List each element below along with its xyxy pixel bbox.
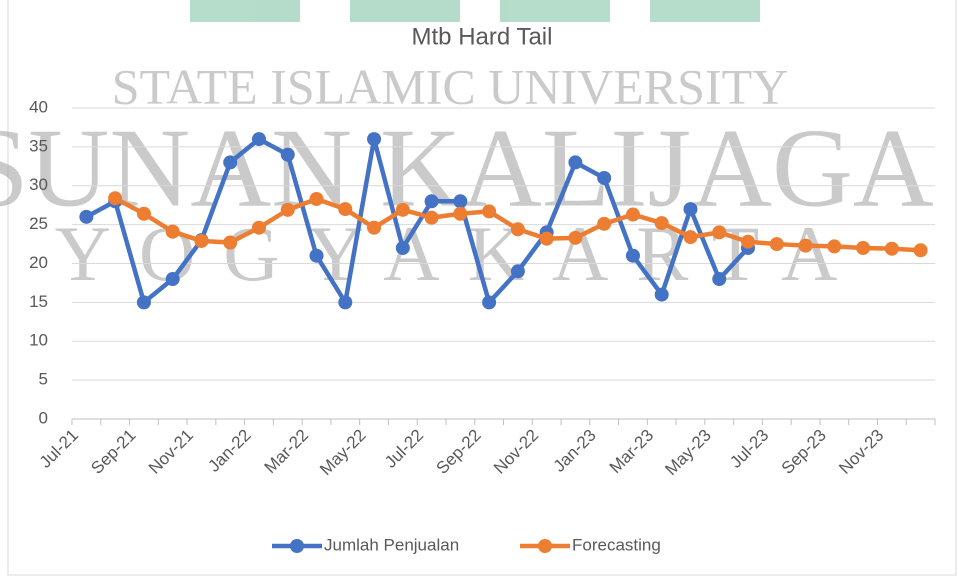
data-point bbox=[165, 272, 180, 287]
data-point bbox=[367, 220, 382, 235]
y-tick-label: 40 bbox=[29, 97, 48, 116]
data-point bbox=[625, 248, 640, 263]
data-point bbox=[597, 170, 612, 185]
data-point bbox=[79, 209, 94, 224]
data-point bbox=[539, 231, 554, 246]
data-point bbox=[280, 147, 295, 162]
data-point bbox=[510, 222, 525, 237]
data-point bbox=[453, 194, 468, 209]
data-point bbox=[827, 239, 842, 254]
data-point bbox=[568, 155, 583, 170]
data-point bbox=[108, 191, 123, 206]
data-point bbox=[913, 243, 928, 258]
data-point bbox=[165, 224, 180, 239]
data-point bbox=[136, 206, 151, 221]
data-point bbox=[683, 202, 698, 217]
data-point bbox=[251, 220, 266, 235]
watermark: STATE ISLAMIC UNIVERSITY SUNAN KALIJAGA … bbox=[0, 58, 934, 296]
y-tick-label: 10 bbox=[29, 331, 48, 350]
data-point bbox=[683, 230, 698, 245]
data-point bbox=[309, 248, 324, 263]
y-tick-label: 0 bbox=[39, 408, 48, 427]
y-tick-label: 30 bbox=[29, 175, 48, 194]
data-point bbox=[367, 132, 382, 147]
data-point bbox=[482, 295, 497, 310]
data-point bbox=[338, 202, 353, 217]
data-point bbox=[223, 235, 238, 250]
y-tick-label: 25 bbox=[29, 214, 48, 233]
data-point bbox=[395, 240, 410, 255]
data-point bbox=[712, 225, 727, 240]
legend-label: Forecasting bbox=[572, 535, 661, 554]
data-point bbox=[798, 238, 813, 253]
data-point bbox=[424, 194, 439, 209]
data-point bbox=[884, 241, 899, 256]
data-point bbox=[712, 272, 727, 287]
watermark-shape bbox=[500, 0, 610, 22]
data-point bbox=[424, 210, 439, 225]
data-point bbox=[453, 206, 468, 221]
data-point bbox=[136, 295, 151, 310]
data-point bbox=[769, 237, 784, 252]
data-point bbox=[856, 240, 871, 255]
y-tick-label: 15 bbox=[29, 292, 48, 311]
chart-frame bbox=[7, 0, 957, 576]
y-tick-label: 35 bbox=[29, 136, 48, 155]
y-tick-label: 5 bbox=[39, 370, 48, 389]
data-point bbox=[482, 204, 497, 219]
data-point bbox=[741, 234, 756, 249]
data-point bbox=[280, 202, 295, 217]
data-point bbox=[510, 264, 525, 279]
data-point bbox=[395, 202, 410, 217]
legend-marker bbox=[290, 539, 304, 553]
y-tick-label: 20 bbox=[29, 253, 48, 272]
data-point bbox=[223, 155, 238, 170]
data-point bbox=[568, 230, 583, 245]
watermark-shapes bbox=[190, 0, 760, 22]
data-point bbox=[654, 287, 669, 302]
data-point bbox=[338, 295, 353, 310]
data-point bbox=[597, 216, 612, 231]
legend-marker bbox=[538, 539, 552, 553]
watermark-text: SUNAN KALIJAGA bbox=[0, 107, 934, 231]
data-point bbox=[251, 132, 266, 147]
data-point bbox=[194, 233, 209, 248]
watermark-shape bbox=[350, 0, 460, 22]
data-point bbox=[654, 216, 669, 231]
chart-title: Mtb Hard Tail bbox=[412, 23, 553, 50]
data-point bbox=[625, 207, 640, 222]
data-point bbox=[309, 191, 324, 206]
watermark-shape bbox=[190, 0, 300, 22]
legend-label: Jumlah Penjualan bbox=[324, 535, 459, 554]
series-line bbox=[85, 136, 750, 305]
watermark-text: STATE ISLAMIC UNIVERSITY bbox=[112, 58, 789, 114]
watermark-shape bbox=[650, 0, 760, 22]
